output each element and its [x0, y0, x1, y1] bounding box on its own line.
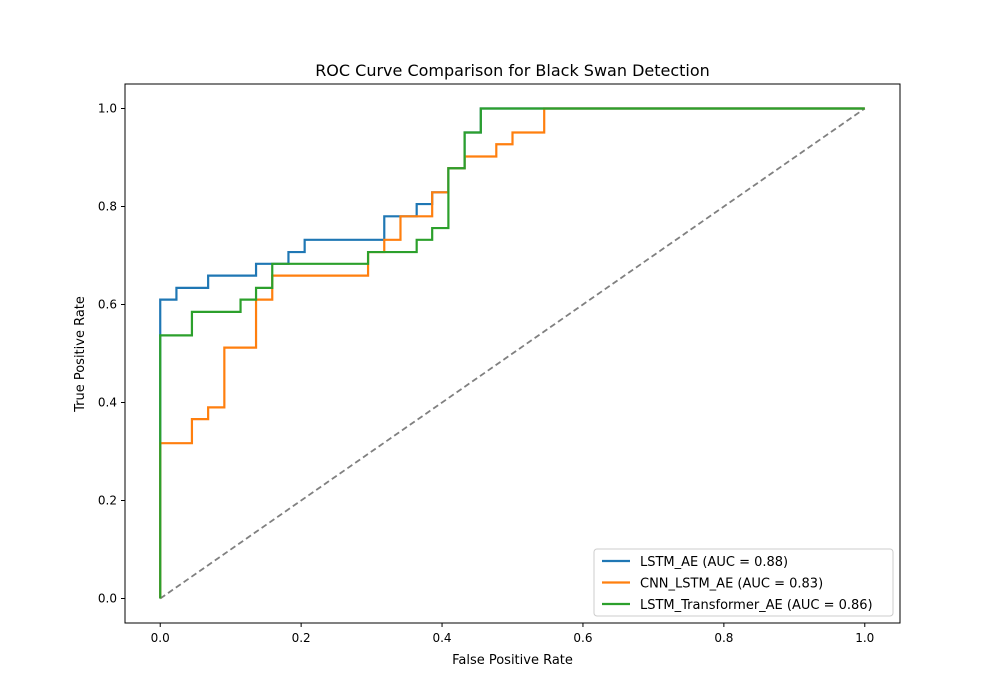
y-tick-label: 0.2	[98, 494, 117, 508]
legend-box	[593, 548, 894, 617]
x-tick-label: 0.8	[714, 631, 733, 645]
axis-ticks: 0.0 0.2 0.4 0.6 0.8 1.0 0.0 0.2 0.4 0.6 0.8 1.0	[98, 102, 874, 646]
y-tick-label: 0.6	[98, 298, 117, 312]
x-axis-label: False Positive Rate	[452, 653, 573, 668]
series-line-2	[159, 107, 865, 599]
legend-label-1: CNN_LSTM_AE (AUC = 0.83)	[640, 577, 823, 592]
x-tick-label: 0.6	[573, 631, 592, 645]
x-tick-label: 0.0	[151, 631, 170, 645]
x-tick-label: 0.4	[432, 631, 451, 645]
y-axis-label: True Positive Rate	[73, 296, 88, 413]
y-tick-label: 0.8	[98, 200, 117, 214]
axes-frame	[124, 83, 901, 624]
y-tick-label: 0.4	[98, 396, 117, 410]
y-tick-label: 0.0	[98, 592, 117, 606]
plot-area	[124, 83, 901, 624]
legend-label-2: LSTM_Transformer_AE (AUC = 0.86)	[640, 598, 873, 613]
y-tick-label: 1.0	[98, 102, 117, 116]
reference-diagonal-line	[159, 107, 866, 600]
x-tick-label: 1.0	[855, 631, 874, 645]
x-tick-label: 0.2	[292, 631, 311, 645]
series-line-1	[159, 107, 865, 599]
legend: LSTM_AE (AUC = 0.88) CNN_LSTM_AE (AUC = 0…	[593, 548, 894, 617]
chart-title: ROC Curve Comparison for Black Swan Dete…	[315, 61, 710, 80]
legend-label-0: LSTM_AE (AUC = 0.88)	[640, 555, 788, 570]
